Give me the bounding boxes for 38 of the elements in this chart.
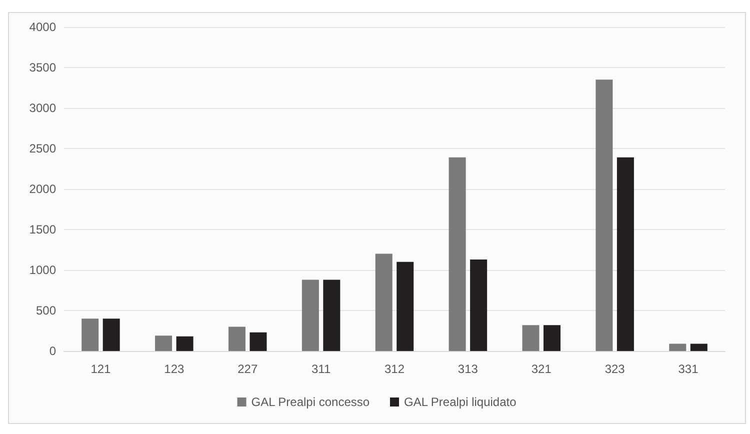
bar	[375, 254, 392, 351]
y-tick-label: 0	[49, 344, 56, 358]
bar	[250, 332, 267, 351]
bar	[470, 259, 488, 351]
bar	[690, 344, 708, 351]
y-tick-label: 1000	[29, 263, 56, 277]
y-tick-label: 2500	[29, 142, 56, 156]
bar	[323, 280, 340, 351]
bar	[102, 318, 120, 351]
legend-label: GAL Prealpi liquidato	[404, 395, 517, 409]
x-tick-label: 311	[311, 362, 331, 376]
y-tick-label: 500	[36, 304, 56, 318]
y-tick-label: 2000	[29, 182, 56, 196]
bar	[176, 336, 194, 351]
bar	[596, 80, 613, 351]
x-tick-label: 313	[458, 362, 478, 376]
bar	[155, 336, 172, 351]
x-tick-label: 321	[531, 362, 552, 376]
x-tick-label: 331	[678, 362, 699, 376]
legend-label: GAL Prealpi concesso	[251, 395, 370, 409]
x-tick-label: 123	[164, 362, 184, 376]
x-tick-label: 323	[604, 362, 626, 376]
bar	[616, 157, 634, 351]
bar	[544, 325, 561, 351]
bar	[302, 280, 319, 351]
y-tick-label: 4000	[29, 20, 56, 34]
y-tick-label: 3000	[29, 101, 56, 115]
x-tick-label: 227	[238, 362, 258, 376]
y-tick-label: 1500	[29, 222, 56, 236]
x-tick-label: 121	[90, 362, 112, 376]
bar	[82, 318, 99, 351]
bar	[448, 157, 466, 351]
bar	[228, 326, 246, 351]
bar	[396, 262, 414, 351]
bar	[669, 344, 686, 351]
y-tick-label: 3500	[29, 60, 56, 74]
bar	[522, 325, 540, 351]
x-tick-label: 312	[384, 362, 405, 376]
